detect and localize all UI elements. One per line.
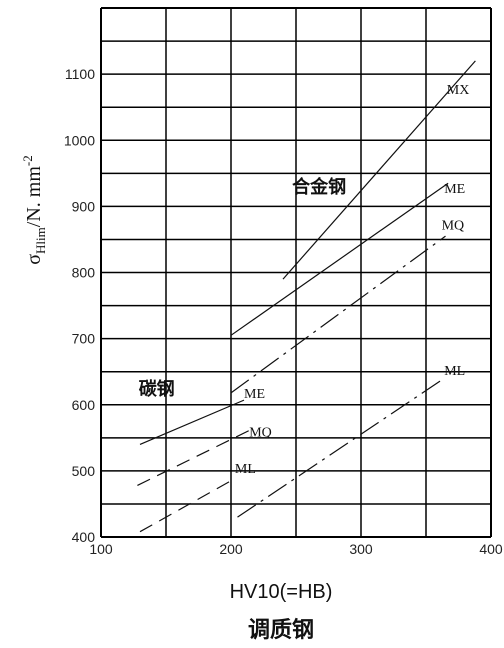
x-tick-label: 200: [219, 541, 243, 557]
y-axis-superscript: -2: [20, 155, 35, 166]
y-tick-label: 600: [72, 397, 96, 413]
y-axis-subscript: Hlim: [33, 227, 48, 254]
y-tick-label: 700: [72, 331, 96, 347]
y-axis-unit: /N. mm: [23, 166, 45, 228]
y-tick-label: 500: [72, 463, 96, 479]
series-line-合金钢-ML: [237, 377, 445, 518]
x-tick-label: 400: [479, 541, 503, 557]
y-tick-label: 800: [72, 265, 96, 281]
series-line-合金钢-ME: [230, 182, 449, 336]
series-line-合金钢-MX: [282, 60, 476, 280]
y-tick-label: 1000: [64, 132, 95, 148]
y-tick-label: 400: [72, 529, 96, 545]
y-axis-label: σHlim/N. mm-2: [20, 155, 48, 264]
x-axis-label: HV10(=HB): [230, 581, 333, 603]
series-label: ME: [244, 387, 265, 402]
series-line-碳钢-ME: [139, 399, 245, 445]
grid: [100, 7, 492, 538]
series-line-合金钢-MQ: [230, 235, 446, 394]
series-label: ME: [444, 182, 465, 197]
series-label: MQ: [442, 219, 465, 234]
group-label: 碳钢: [139, 378, 175, 400]
tick-labels: 100 200 300 400 400 500 600 700 800 900 1000 1100: [64, 66, 503, 557]
series-label: ML: [444, 364, 465, 379]
series-label: MX: [447, 83, 470, 98]
chart-caption: 调质钢: [248, 617, 314, 643]
series-label: ML: [235, 462, 256, 477]
svg-text:σHlim/N. mm-2: σHlim/N. mm-2: [20, 155, 48, 264]
x-tick-label: 100: [89, 541, 113, 557]
series-label: MQ: [249, 425, 272, 440]
series-line-碳钢-ML: [139, 480, 232, 533]
group-label: 合金钢: [292, 176, 346, 198]
x-tick-label: 300: [349, 541, 373, 557]
series-lines: [137, 60, 476, 533]
y-axis-symbol: σ: [23, 254, 45, 265]
y-tick-label: 900: [72, 198, 96, 214]
y-tick-label: 1100: [65, 66, 95, 82]
